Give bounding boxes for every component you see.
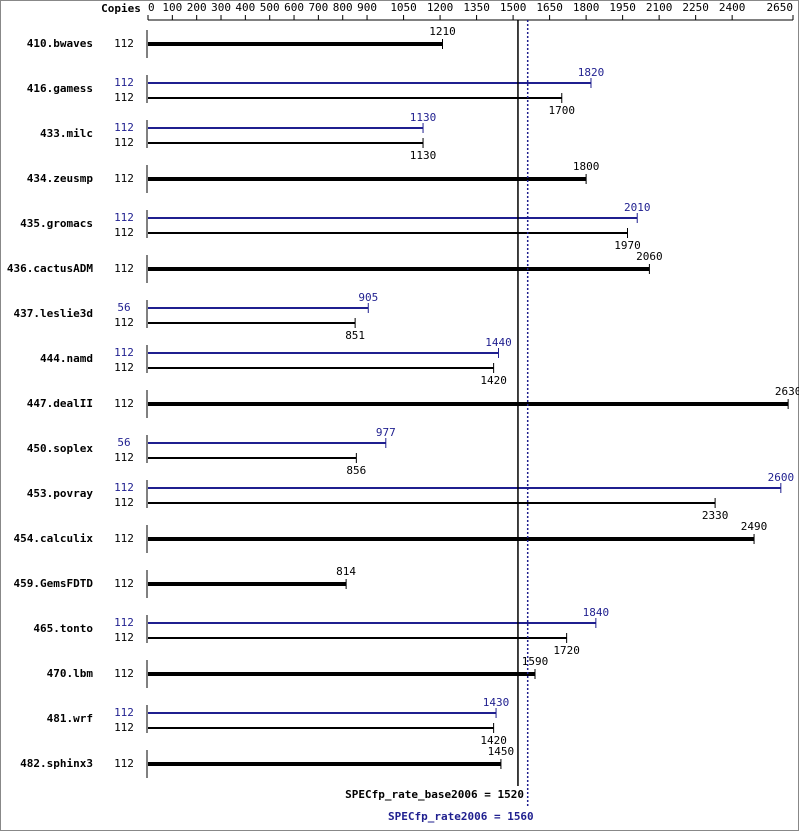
value-label: 1440 [485,336,512,349]
copies-label: 112 [114,481,134,494]
copies-label: 112 [114,451,134,464]
category-label: 437.leslie3d [14,307,93,320]
value-label: 1420 [480,734,507,747]
x-tick-label: 1200 [427,1,454,14]
x-tick-label: 2400 [719,1,746,14]
value-label: 1820 [578,66,605,79]
value-label: 905 [358,291,378,304]
value-label: 1130 [410,149,437,162]
x-tick-label: 700 [308,1,328,14]
x-tick-label: 900 [357,1,377,14]
mean-label: SPECfp_rate2006 = 1560 [388,810,534,823]
copies-label: 112 [114,532,134,545]
value-label: 851 [345,329,365,342]
copies-label: 112 [114,136,134,149]
x-tick-label: 2250 [682,1,709,14]
copies-label: 112 [114,262,134,275]
x-tick-label: 2650 [767,1,794,14]
x-tick-label: 200 [187,1,207,14]
category-label: 436.cactusADM [7,262,93,275]
copies-label: 56 [117,301,130,314]
value-label: 814 [336,565,356,578]
category-label: 450.soplex [27,442,94,455]
x-tick-label: 500 [260,1,280,14]
category-label: 482.sphinx3 [20,757,93,770]
value-label: 2060 [636,250,663,263]
copies-label: 112 [114,76,134,89]
x-tick-label: 0 [148,1,155,14]
value-label: 1210 [429,25,456,38]
x-tick-label: 300 [211,1,231,14]
value-label: 1720 [553,644,580,657]
copies-label: 56 [117,436,130,449]
copies-label: 112 [114,346,134,359]
value-label: 2490 [741,520,768,533]
category-label: 453.povray [27,487,94,500]
copies-label: 112 [114,667,134,680]
x-tick-label: 100 [162,1,182,14]
copies-label: 112 [114,631,134,644]
value-label: 1430 [483,696,510,709]
value-label: 1130 [410,111,437,124]
copies-label: 112 [114,397,134,410]
x-tick-label: 1050 [390,1,417,14]
category-label: 416.gamess [27,82,93,95]
copies-label: 112 [114,316,134,329]
x-tick-label: 1950 [609,1,636,14]
copies-label: 112 [114,91,134,104]
copies-label: 112 [114,172,134,185]
category-label: 454.calculix [14,532,94,545]
copies-label: 112 [114,361,134,374]
category-label: 459.GemsFDTD [14,577,94,590]
category-label: 465.tonto [33,622,93,635]
value-label: 2010 [624,201,651,214]
category-label: 444.namd [40,352,93,365]
value-label: 977 [376,426,396,439]
value-label: 856 [346,464,366,477]
value-label: 1590 [522,655,549,668]
mean-label: SPECfp_rate_base2006 = 1520 [345,788,524,801]
category-label: 410.bwaves [27,37,93,50]
copies-label: 112 [114,496,134,509]
value-label: 1840 [583,606,610,619]
x-tick-label: 400 [235,1,255,14]
x-tick-label: 1500 [500,1,527,14]
value-label: 1450 [488,745,515,758]
value-label: 1800 [573,160,600,173]
x-tick-label: 2100 [646,1,673,14]
category-label: 470.lbm [47,667,94,680]
copies-label: 112 [114,757,134,770]
category-label: 435.gromacs [20,217,93,230]
copies-label: 112 [114,226,134,239]
x-tick-label: 1800 [573,1,600,14]
x-tick-label: 800 [333,1,353,14]
value-label: 2600 [768,471,795,484]
value-label: 1420 [480,374,507,387]
copies-label: 112 [114,37,134,50]
category-label: 433.milc [40,127,93,140]
x-tick-label: 600 [284,1,304,14]
category-label: 434.zeusmp [27,172,94,185]
category-label: 447.dealII [27,397,93,410]
copies-label: 112 [114,706,134,719]
x-tick-label: 1650 [536,1,563,14]
value-label: 2630 [775,385,799,398]
copies-label: 112 [114,121,134,134]
category-label: 481.wrf [47,712,93,725]
copies-label: 112 [114,721,134,734]
copies-label: 112 [114,577,134,590]
copies-label: 112 [114,616,134,629]
value-label: 1970 [614,239,641,252]
value-label: 1700 [549,104,576,117]
value-label: 2330 [702,509,729,522]
axis-header: Copies [101,2,141,15]
x-tick-label: 1350 [463,1,490,14]
copies-label: 112 [114,211,134,224]
